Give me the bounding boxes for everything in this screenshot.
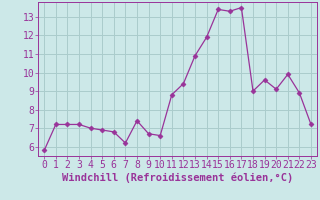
X-axis label: Windchill (Refroidissement éolien,°C): Windchill (Refroidissement éolien,°C) (62, 173, 293, 183)
